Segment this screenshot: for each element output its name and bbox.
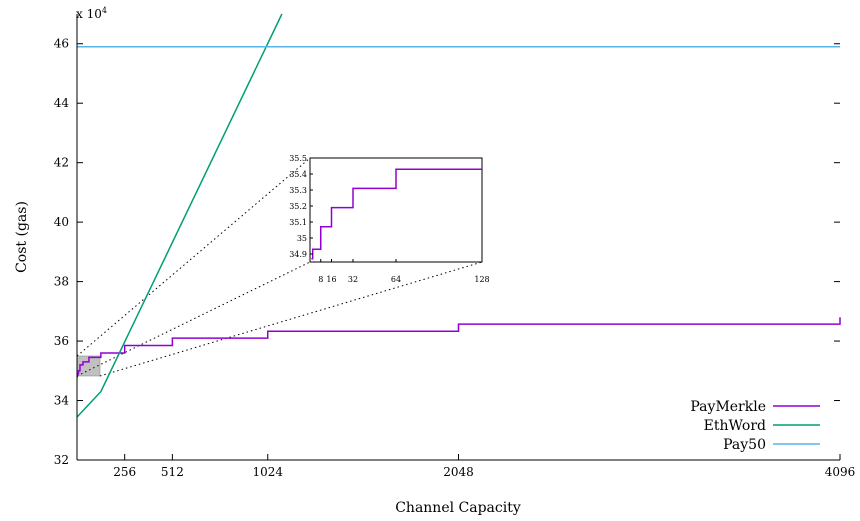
y-ticks: 32 34 36 38 40 42 44 46 (54, 37, 840, 467)
inset-series-paymerkle-line (311, 168, 482, 260)
x-axis-label: Channel Capacity (395, 500, 521, 516)
y-tick-label: 46 (54, 37, 69, 51)
y-tick-label: 36 (54, 334, 69, 348)
series-paymerkle-line (76, 317, 841, 378)
inset-series-layer (311, 168, 482, 260)
y-tick-label: 44 (54, 96, 70, 110)
x-ticks: 256 512 1024 2048 4096 (113, 454, 855, 479)
x-tick-label: 2048 (443, 465, 474, 479)
series-ethword-line (76, 13, 283, 418)
legend: PayMerkle EthWord Pay50 (690, 399, 820, 453)
y-tick-label: 40 (54, 215, 69, 229)
inset-y-tick-label: 35.4 (289, 170, 307, 179)
inset-plot: 34.9 35 35.1 35.2 35.3 35.4 35.5 8 16 32 64 128 (289, 154, 489, 284)
inset-x-ticks: 8 16 32 64 128 (318, 259, 490, 284)
zoom-connectors (76, 157, 483, 377)
y-tick-label: 42 (54, 156, 69, 170)
zoom-connector-line (99, 261, 483, 377)
legend-label: EthWord (704, 418, 766, 434)
inset-x-tick-label: 128 (474, 275, 489, 284)
inset-y-tick-label: 35 (297, 234, 307, 243)
x-tick-label: 4096 (825, 465, 856, 479)
inset-y-tick-label: 35.2 (289, 202, 307, 211)
y-tick-label: 38 (54, 275, 69, 289)
inset-y-tick-label: 35.5 (289, 154, 307, 163)
inset-y-tick-label: 34.9 (289, 250, 307, 259)
zoom-connector-line (76, 157, 311, 357)
y-axis-label: Cost (gas) (14, 201, 30, 273)
y-tick-label: 34 (54, 394, 70, 408)
legend-label: PayMerkle (690, 399, 766, 415)
inset-y-tick-label: 35.3 (289, 186, 307, 195)
inset-y-tick-label: 35.1 (289, 218, 307, 227)
inset-x-tick-label: 32 (348, 275, 358, 284)
y-multiplier-label: x 104 (76, 6, 107, 21)
zoom-connector-line (76, 261, 311, 377)
inset-x-tick-label: 8 (318, 275, 323, 284)
inset-x-tick-label: 64 (391, 275, 401, 284)
y-tick-label: 32 (54, 453, 69, 467)
series-layer (76, 13, 841, 418)
legend-label: Pay50 (723, 437, 766, 453)
x-tick-label: 1024 (252, 465, 283, 479)
x-tick-label: 256 (113, 465, 136, 479)
inset-x-tick-label: 16 (326, 275, 336, 284)
inset-y-ticks: 34.9 35 35.1 35.2 35.3 35.4 35.5 (289, 154, 313, 259)
x-tick-label: 512 (161, 465, 184, 479)
